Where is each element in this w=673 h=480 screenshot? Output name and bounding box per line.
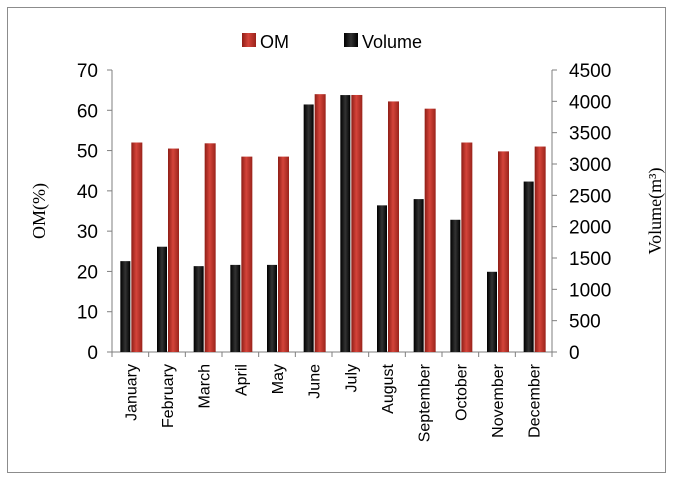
x-tick-label: August <box>380 363 397 413</box>
legend: OM Volume <box>242 32 422 52</box>
y2-tick-label: 4500 <box>569 61 611 82</box>
y-axis-title: OM(%) <box>29 183 50 239</box>
y2-tick-label: 1000 <box>569 280 611 301</box>
bar-volume-november <box>487 271 497 352</box>
bar-om-november <box>498 151 509 352</box>
bar-om-may <box>278 156 289 352</box>
bar-om-august <box>388 101 399 353</box>
bar-volume-december <box>523 181 534 352</box>
bar-om-january <box>131 142 143 352</box>
bar-om-september <box>424 108 436 352</box>
x-tick-label: February <box>160 364 177 428</box>
chart-frame <box>7 7 666 473</box>
bar-volume-june <box>303 104 314 352</box>
x-tick-label: April <box>233 364 250 396</box>
y2-tick-label: 4000 <box>569 92 611 113</box>
y-tick-label: 70 <box>77 61 98 82</box>
bar-volume-march <box>193 266 204 352</box>
y-tick-label: 10 <box>77 303 98 324</box>
legend-label-volume: Volume <box>362 32 422 52</box>
x-tick-label: November <box>490 363 507 437</box>
legend-swatch-om <box>242 33 256 47</box>
y-tick-label: 40 <box>77 182 98 203</box>
y2-tick-label: 3000 <box>569 155 611 176</box>
y2-tick-label: 2000 <box>569 218 611 239</box>
x-tick-label: July <box>343 364 360 392</box>
y-tick-label: 50 <box>77 142 98 163</box>
bar-om-february <box>168 148 179 352</box>
bar-om-june <box>314 94 326 353</box>
plot-area: 0 10 20 30 40 50 60 70 0 500 1000 1500 2000 2500 3000 3… <box>77 61 611 442</box>
y-tick-label: 60 <box>77 101 98 122</box>
y2-tick-label: 500 <box>569 312 601 333</box>
bar-volume-september <box>413 199 424 352</box>
y2-tick-label: 2500 <box>569 186 611 207</box>
y2-tick-label: 1500 <box>569 249 611 270</box>
bar-volume-may <box>267 264 277 352</box>
bar-volume-february <box>157 246 167 352</box>
bar-om-december <box>534 146 546 352</box>
legend-swatch-volume <box>344 33 358 47</box>
y2-axis-title: Volume(m³) <box>645 167 666 254</box>
x-tick-label: September <box>417 363 434 442</box>
bar-om-october <box>461 142 473 352</box>
bar-volume-july <box>340 95 351 353</box>
x-tick-label: March <box>197 364 214 408</box>
bar-volume-january <box>120 261 131 352</box>
y-tick-label: 20 <box>77 262 98 283</box>
bar-volume-august <box>377 205 387 352</box>
y2-tick-label: 3500 <box>569 124 611 145</box>
x-tick-label: June <box>307 364 324 399</box>
x-tick-label: October <box>453 363 470 421</box>
x-tick-label: December <box>527 363 544 437</box>
y-tick-label: 0 <box>87 343 98 364</box>
bar-om-april <box>241 156 253 352</box>
bar-om-july <box>351 94 363 352</box>
x-tick-label: May <box>270 364 287 394</box>
bar-volume-april <box>230 264 241 352</box>
y2-tick-label: 0 <box>569 343 580 364</box>
x-tick-label: January <box>123 364 140 421</box>
bar-om-march <box>204 143 216 352</box>
bar-volume-october <box>450 219 461 352</box>
legend-label-om: OM <box>260 32 289 52</box>
y-tick-label: 30 <box>77 222 98 243</box>
